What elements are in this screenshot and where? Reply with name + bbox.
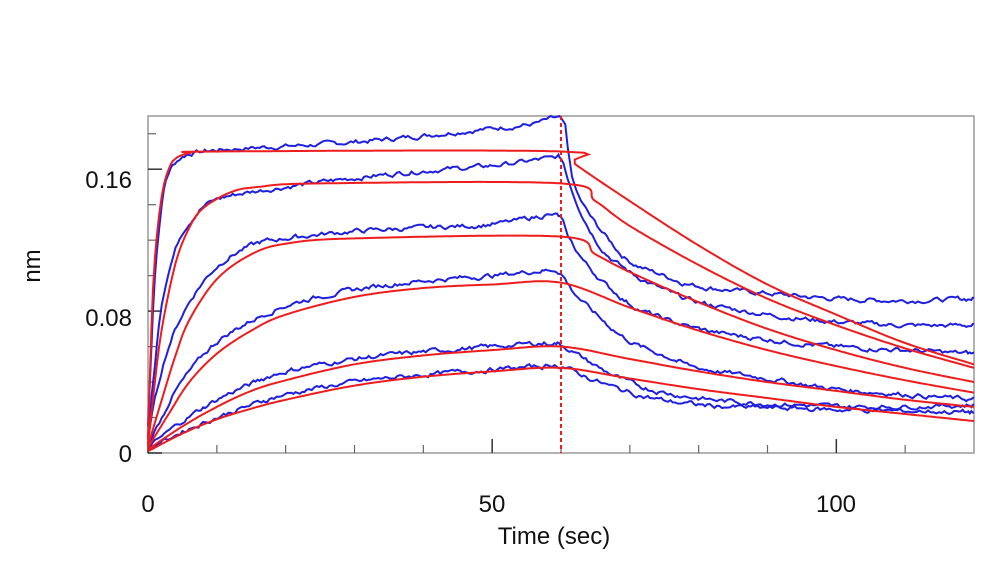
fit-curve-2 bbox=[147, 180, 975, 445]
measured-trace-2 bbox=[147, 152, 975, 436]
y-tick-label-1: 0.08 bbox=[85, 305, 132, 332]
y-tick-label-2: 0.16 bbox=[85, 167, 132, 194]
fit-curve-1 bbox=[147, 149, 975, 439]
x-tick-label-2: 100 bbox=[816, 491, 856, 518]
measured-trace-5 bbox=[147, 340, 975, 450]
x-tick-label-0: 0 bbox=[141, 491, 154, 518]
fit-curve-6 bbox=[147, 366, 975, 453]
y-tick-label-0: 0 bbox=[119, 441, 132, 468]
fit-curve-5 bbox=[147, 345, 975, 451]
x-tick-label-1: 50 bbox=[479, 491, 506, 518]
y-axis-label: nm bbox=[19, 249, 46, 282]
measured-trace-4 bbox=[147, 268, 975, 445]
x-axis-label: Time (sec) bbox=[498, 523, 610, 550]
fit-curve-4 bbox=[147, 280, 975, 449]
